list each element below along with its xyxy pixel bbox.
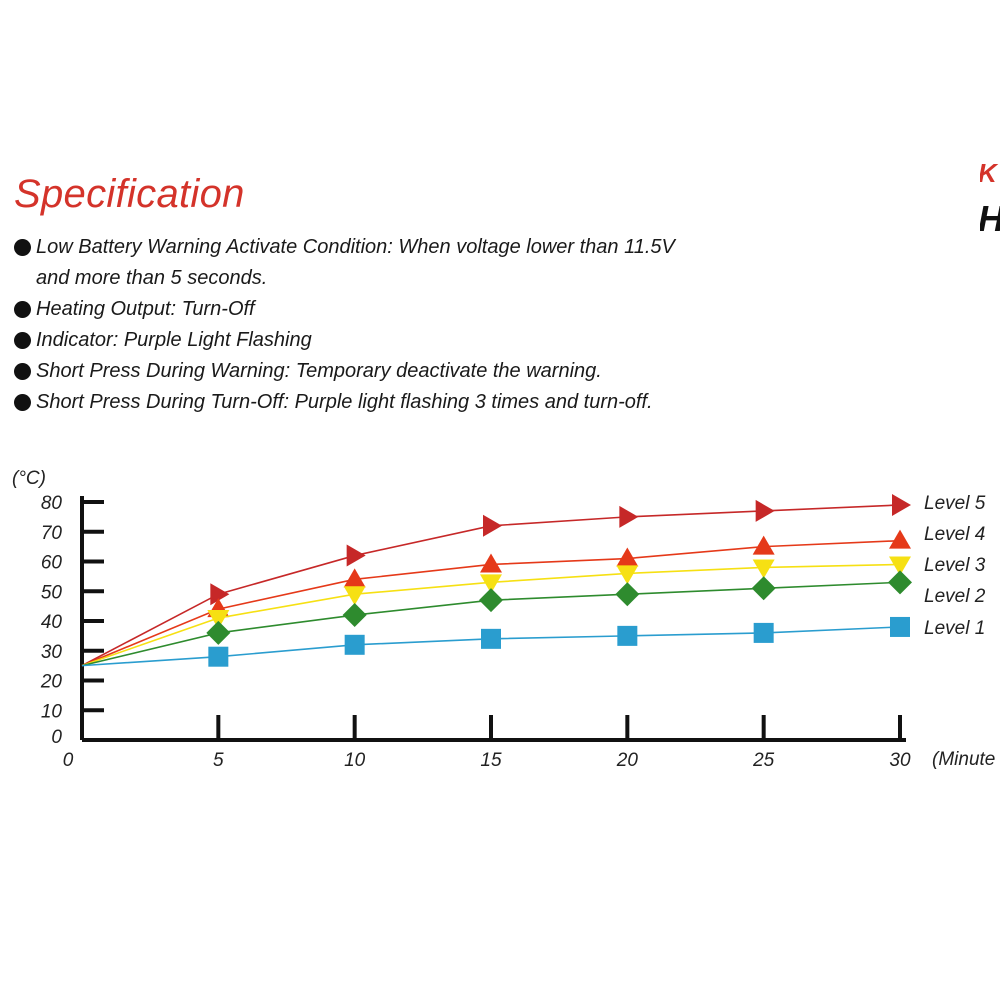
corner-partial-letter-top: K — [980, 158, 1000, 184]
x-tick-label: 25 — [752, 750, 775, 771]
x-tick-label: 5 — [213, 750, 224, 771]
data-point — [753, 622, 774, 643]
series-level-3 — [81, 556, 911, 667]
spec-item-low-battery: Low Battery Warning Activate Condition: … — [14, 232, 675, 294]
series-level-2 — [81, 570, 912, 667]
y-tick-label: 60 — [41, 553, 63, 574]
data-point — [892, 493, 911, 516]
y-tick-label: 0 — [51, 727, 62, 748]
y-tick-label: 30 — [41, 642, 63, 663]
x-tick-label: 0 — [63, 750, 74, 771]
data-point — [208, 646, 229, 667]
spec-item-indicator: Indicator: Purple Light Flashing — [14, 325, 675, 356]
data-point — [207, 610, 230, 630]
spec-item-text: Indicator: Purple Light Flashing — [36, 329, 312, 351]
data-point — [615, 582, 640, 607]
y-tick-label: 70 — [41, 523, 63, 544]
data-point — [752, 559, 775, 579]
data-point — [616, 565, 639, 585]
data-point — [480, 553, 502, 573]
x-tick-label: 10 — [344, 750, 366, 771]
data-point — [344, 634, 365, 655]
bullet-icon — [14, 394, 31, 411]
data-point — [346, 544, 366, 567]
data-point — [755, 499, 775, 522]
spec-item-short-press-warning: Short Press During Warning: Temporary de… — [14, 356, 675, 387]
chart-axes: 0 10 20 30 40 50 60 70 80 0 5 10 15 20 25 30 — [40, 493, 911, 771]
x-tick-label: 20 — [616, 750, 639, 771]
spec-item-text: Low Battery Warning Activate Condition: … — [36, 236, 675, 258]
data-point — [480, 574, 502, 594]
bullet-icon — [14, 301, 31, 318]
y-tick-label: 80 — [41, 493, 63, 514]
temperature-chart: (°C) (Minute 0 10 20 30 40 50 60 70 80 0 5 10 15 20 25… — [12, 468, 995, 771]
chart-legend: Level 5 Level 4 Level 3 Level 2 Level 1 — [924, 493, 986, 639]
y-tick-label: 50 — [41, 582, 63, 603]
data-point — [752, 535, 775, 555]
corner-partial-letter-bottom: H — [980, 198, 1000, 236]
data-point — [888, 570, 912, 595]
chart-series — [81, 493, 912, 667]
data-point — [889, 529, 911, 549]
legend-label: Level 3 — [924, 555, 986, 576]
data-point — [889, 556, 911, 576]
y-tick-label: 10 — [41, 701, 63, 722]
spec-item-short-press-turnoff: Short Press During Turn-Off: Purple ligh… — [14, 387, 675, 418]
legend-label: Level 5 — [924, 493, 986, 514]
data-point — [343, 586, 366, 606]
y-tick-label: 20 — [40, 672, 63, 693]
data-point — [342, 603, 367, 628]
y-axis-label: (°C) — [12, 468, 46, 489]
data-point — [206, 620, 231, 645]
data-point — [619, 505, 639, 528]
spec-item-heating-output: Heating Output: Turn-Off — [14, 294, 675, 325]
legend-label: Level 1 — [924, 618, 985, 639]
x-tick-label: 15 — [480, 750, 502, 771]
spec-title: Specification — [14, 172, 245, 216]
bullet-icon — [14, 239, 31, 256]
data-point — [616, 547, 639, 567]
bullet-icon — [14, 332, 31, 349]
spec-item-text: Heating Output: Turn-Off — [36, 298, 255, 320]
spec-item-text-continued: and more than 5 seconds. — [36, 267, 268, 289]
x-tick-label: 30 — [889, 750, 911, 771]
bullet-icon — [14, 363, 31, 380]
data-point — [479, 588, 503, 613]
spec-item-text: Short Press During Turn-Off: Purple ligh… — [36, 391, 653, 413]
legend-label: Level 2 — [924, 586, 986, 607]
data-point — [483, 514, 502, 537]
series-level-1 — [81, 616, 910, 667]
x-axis-label: (Minute — [932, 749, 995, 770]
data-point — [481, 628, 501, 649]
data-point — [890, 616, 910, 637]
data-point — [343, 568, 366, 588]
data-point — [751, 576, 776, 601]
legend-label: Level 4 — [924, 524, 985, 545]
data-point — [617, 625, 638, 646]
spec-list: Low Battery Warning Activate Condition: … — [14, 232, 675, 418]
series-level-5 — [81, 493, 911, 667]
spec-item-text: Short Press During Warning: Temporary de… — [36, 360, 602, 382]
data-point — [210, 583, 230, 606]
y-tick-label: 40 — [41, 612, 63, 633]
